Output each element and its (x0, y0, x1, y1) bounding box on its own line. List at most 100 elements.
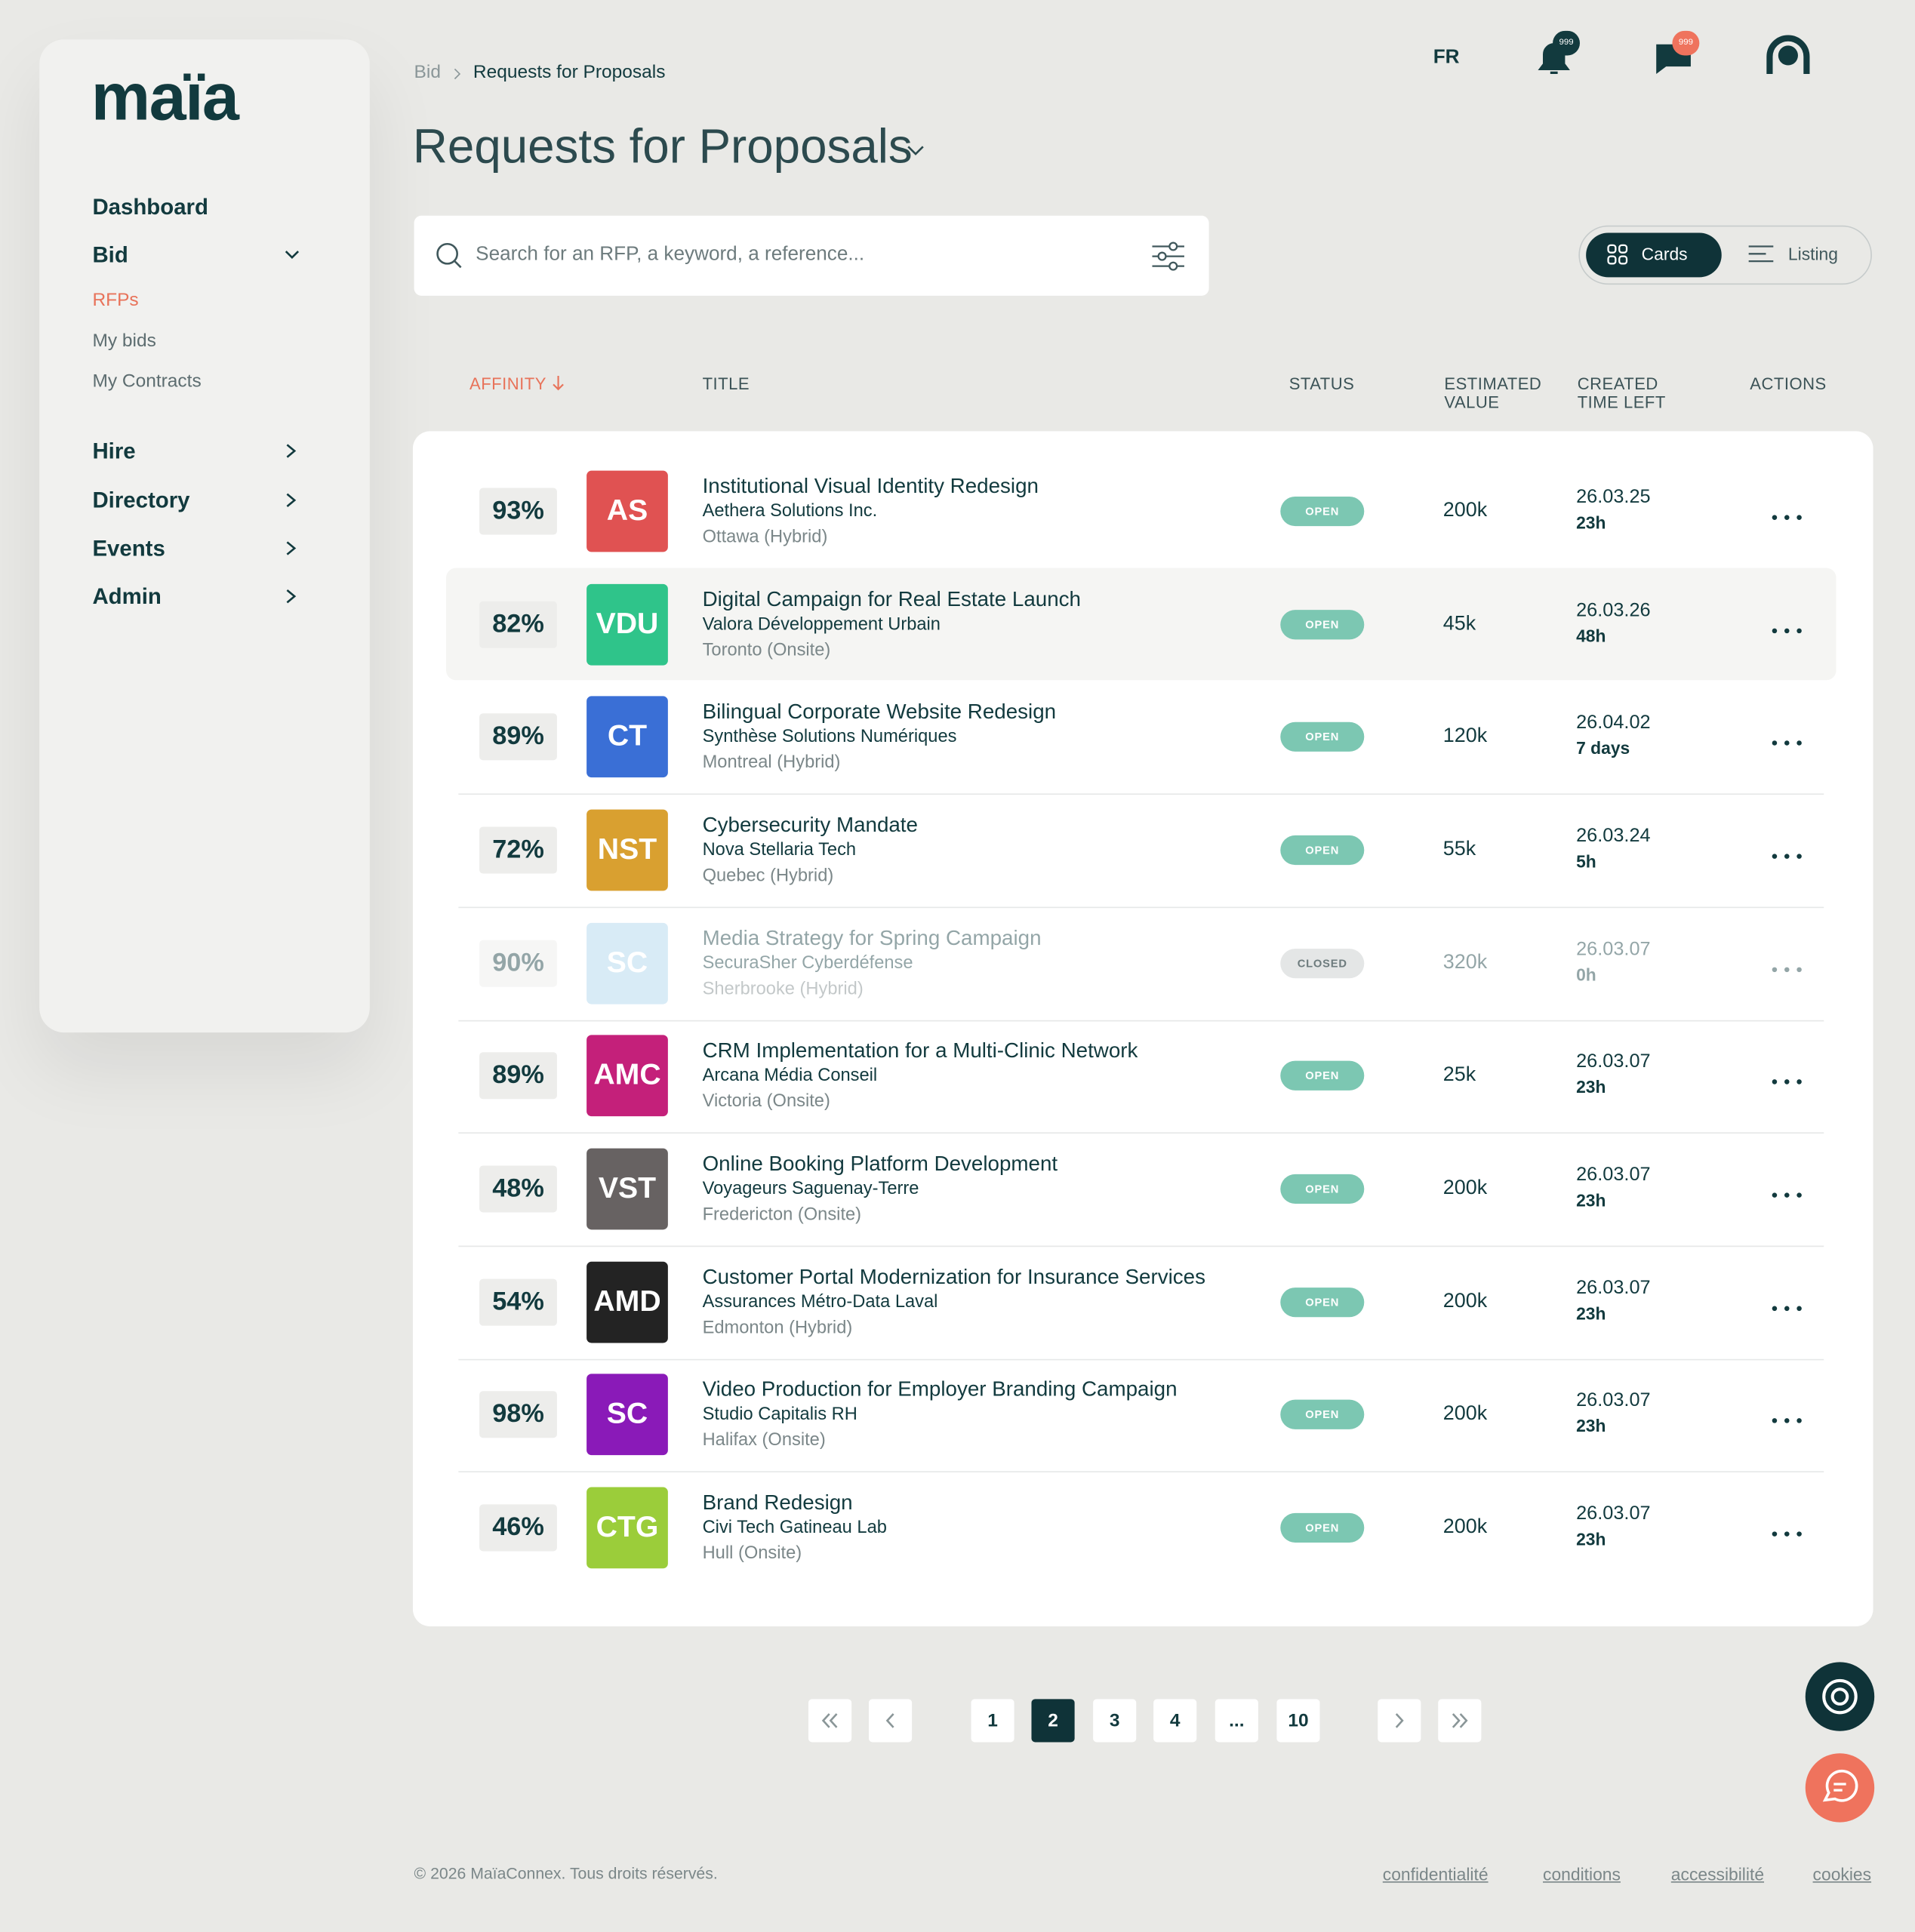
breadcrumb-item: Requests for Proposals (473, 61, 666, 83)
column-header: STATUS (1288, 374, 1355, 393)
value: 200k (1442, 1177, 1488, 1199)
actions[interactable] (1769, 732, 1804, 754)
page-button[interactable]: 4 (1153, 1699, 1197, 1743)
nav-subitem[interactable]: My bids (92, 330, 156, 352)
page-button[interactable]: 3 (1093, 1699, 1137, 1743)
view-option[interactable]: Cards (1641, 244, 1688, 264)
sort-icon[interactable] (552, 374, 564, 399)
page-button[interactable]: 10 (1276, 1699, 1320, 1743)
created: 26.03.25 (1576, 486, 1651, 508)
search-box[interactable] (414, 215, 1209, 296)
badge: 999 (1553, 30, 1580, 56)
status: OPEN (1280, 1174, 1365, 1204)
actions[interactable] (1769, 1071, 1804, 1093)
rfp-title[interactable]: CRM Implementation for a Multi-Clinic Ne… (702, 1038, 1138, 1063)
actions[interactable] (1769, 845, 1804, 867)
created: 26.03.07 (1576, 1051, 1651, 1072)
affinity: 82% (479, 600, 557, 648)
rfp-title[interactable]: Cybersecurity Mandate (702, 813, 918, 837)
footer-link[interactable]: conditions (1543, 1864, 1621, 1884)
row-divider (458, 1358, 1824, 1360)
footer-link[interactable]: cookies (1812, 1864, 1872, 1884)
company: Synthèse Solutions Numériques (702, 727, 957, 747)
actions[interactable] (1769, 1410, 1804, 1432)
nav-subitem[interactable]: My Contracts (92, 371, 202, 392)
nav-item[interactable]: Admin (92, 583, 162, 609)
logo[interactable]: maïa (91, 60, 239, 134)
prev-page[interactable] (868, 1699, 913, 1743)
rfp-title[interactable]: Online Booking Platform Development (702, 1152, 1058, 1176)
footer-link[interactable]: confidentialité (1382, 1864, 1489, 1884)
actions[interactable] (1769, 619, 1804, 641)
affinity: 72% (479, 826, 557, 874)
column-header: CREATED TIME LEFT (1577, 374, 1666, 412)
status: OPEN (1280, 609, 1365, 639)
nav-chevron (283, 491, 298, 515)
rfp-title[interactable]: Institutional Visual Identity Redesign (702, 474, 1039, 498)
title-dropdown[interactable] (906, 143, 925, 158)
cards-icon (1607, 244, 1628, 265)
status: CLOSED (1280, 948, 1365, 978)
view-option[interactable]: Listing (1787, 244, 1838, 264)
created: 26.03.07 (1576, 1277, 1651, 1299)
actions[interactable] (1769, 958, 1804, 980)
page-button[interactable]: 2 (1031, 1699, 1075, 1743)
view-active[interactable] (1586, 232, 1722, 278)
row-highlight[interactable] (446, 568, 1836, 681)
company: Arcana Média Conseil (702, 1066, 878, 1086)
nav-item[interactable]: Dashboard (92, 194, 208, 220)
page-button[interactable]: 1 (971, 1699, 1014, 1743)
actions[interactable] (1769, 1523, 1804, 1545)
time-left: 23h (1576, 1416, 1606, 1436)
column-header[interactable]: AFFINITY (470, 374, 546, 393)
created: 26.03.24 (1576, 825, 1651, 847)
value: 200k (1442, 498, 1488, 521)
search-icon (436, 242, 462, 269)
affinity: 98% (479, 1391, 557, 1438)
affinity: 89% (479, 713, 557, 761)
status: OPEN (1280, 722, 1365, 752)
rfp-title[interactable]: Video Production for Employer Branding C… (702, 1377, 1178, 1401)
nav-item[interactable]: Hire (92, 438, 136, 463)
location: Fredericton (Onsite) (702, 1204, 862, 1225)
rfp-title[interactable]: Digital Campaign for Real Estate Launch (702, 587, 1081, 611)
actions[interactable] (1769, 506, 1804, 528)
nav-item[interactable]: Directory (92, 488, 190, 513)
rfp-title[interactable]: Bilingual Corporate Website Redesign (702, 700, 1057, 724)
listing-icon (1748, 245, 1774, 263)
profile[interactable] (1765, 35, 1812, 79)
rfp-title[interactable]: Media Strategy for Spring Campaign (702, 926, 1042, 950)
value: 45k (1442, 611, 1476, 635)
last-page[interactable] (1438, 1699, 1482, 1743)
nav-item[interactable]: Bid (92, 242, 128, 268)
language[interactable]: FR (1433, 47, 1460, 68)
search-placeholder: Search for an RFP, a keyword, a referenc… (476, 244, 865, 266)
time-left: 23h (1576, 1077, 1606, 1097)
location: Sherbrooke (Hybrid) (702, 979, 864, 999)
status: OPEN (1280, 1513, 1365, 1543)
help-button[interactable] (1805, 1662, 1875, 1731)
first-page[interactable] (808, 1699, 852, 1743)
footer-link[interactable]: accessibilité (1670, 1864, 1765, 1884)
actions[interactable] (1769, 1184, 1804, 1206)
time-left: 48h (1576, 625, 1606, 645)
company: SecuraSher Cyberdéfense (702, 953, 913, 974)
breadcrumb-item[interactable]: Bid (414, 61, 441, 83)
rfp-title[interactable]: Brand Redesign (702, 1491, 853, 1515)
actions[interactable] (1769, 1297, 1804, 1319)
avatar: CTG (587, 1487, 668, 1569)
chat-button[interactable] (1805, 1753, 1875, 1823)
avatar: NST (587, 809, 668, 891)
value: 200k (1442, 1515, 1488, 1538)
nav-subitem[interactable]: RFPs (92, 289, 139, 311)
row-divider (458, 1245, 1824, 1247)
nav-item[interactable]: Events (92, 536, 165, 561)
rfp-title[interactable]: Customer Portal Modernization for Insura… (702, 1265, 1205, 1289)
time-left: 23h (1576, 512, 1606, 533)
next-page[interactable] (1378, 1699, 1421, 1743)
avatar: VST (587, 1148, 668, 1230)
view-toggle (1578, 225, 1872, 285)
page-button[interactable]: ... (1215, 1699, 1258, 1743)
nav-chevron (283, 442, 298, 466)
filter-icon[interactable] (1151, 240, 1186, 272)
